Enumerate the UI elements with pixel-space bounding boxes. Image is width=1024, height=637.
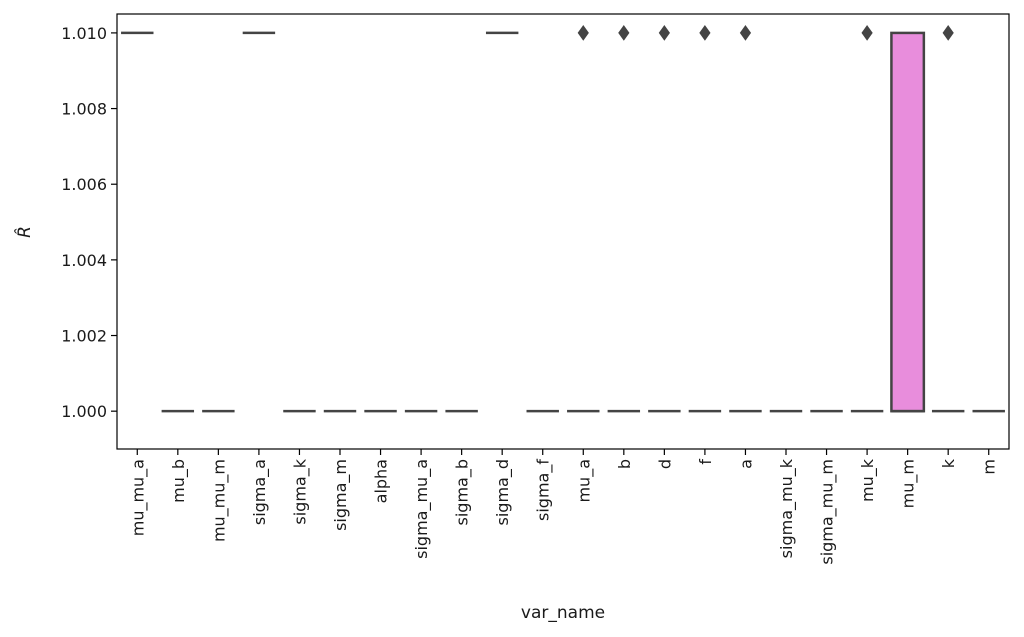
x-tick-label-sigma_m: sigma_m xyxy=(331,459,351,531)
box-b xyxy=(607,25,641,413)
outlier-point xyxy=(861,25,873,41)
outlier-point xyxy=(739,25,752,41)
x-tick-label-mu_mu_m: mu_mu_m xyxy=(209,459,229,542)
box-mu_m xyxy=(890,31,926,413)
box-d xyxy=(648,25,681,413)
y-tick-label: 1.006 xyxy=(61,175,107,194)
x-tick-label-sigma_a: sigma_a xyxy=(250,459,270,525)
x-tick-label-sigma_f: sigma_f xyxy=(534,459,554,521)
plot-marks xyxy=(121,25,1005,413)
x-tick-label-mu_mu_a: mu_mu_a xyxy=(128,459,148,536)
x-tick-label-mu_m: mu_m xyxy=(899,459,919,508)
outlier-point xyxy=(658,25,670,41)
x-tick-label-sigma_mu_k: sigma_mu_k xyxy=(777,458,797,558)
x-axis: mu_mu_a mu_b mu_mu_m sigma_a sigma_k sigma_m a… xyxy=(128,449,999,565)
x-tick-label-sigma_d: sigma_d xyxy=(493,459,513,525)
y-axis: 1.000 1.002 1.004 1.006 1.008 1.010 xyxy=(61,24,117,421)
plot-frame xyxy=(116,13,1010,450)
x-tick-label-k: k xyxy=(939,458,958,468)
x-tick-label-a: a xyxy=(736,459,755,469)
box-body xyxy=(890,31,926,413)
y-axis-label: R̂ xyxy=(14,226,35,238)
box-a xyxy=(729,25,762,413)
y-tick-label: 1.004 xyxy=(61,251,107,270)
x-tick-label-f: f xyxy=(696,459,715,465)
x-tick-label-m: m xyxy=(980,459,999,475)
x-tick-label-mu_k: mu_k xyxy=(858,458,878,502)
x-tick-label-d: d xyxy=(655,459,674,469)
box-mu_a xyxy=(567,25,600,413)
x-tick-label-sigma_k: sigma_k xyxy=(290,458,310,524)
box-mu_k xyxy=(850,25,884,413)
x-tick-label-mu_a: mu_a xyxy=(574,459,594,503)
x-tick-label-alpha: alpha xyxy=(372,459,391,503)
x-tick-label-mu_b: mu_b xyxy=(169,459,189,503)
x-tick-label-sigma_mu_m: sigma_mu_m xyxy=(818,459,838,565)
y-tick-label: 1.010 xyxy=(61,24,107,43)
x-axis-label: var_name xyxy=(521,603,605,623)
outlier-point xyxy=(577,25,589,41)
box-k xyxy=(931,25,965,413)
y-tick-label: 1.008 xyxy=(61,100,107,119)
y-tick-label: 1.002 xyxy=(61,327,107,346)
outlier-point xyxy=(618,25,630,41)
box-f xyxy=(688,25,722,413)
x-tick-label-sigma_b: sigma_b xyxy=(453,459,473,525)
outlier-point xyxy=(942,25,954,41)
y-tick-label: 1.000 xyxy=(61,402,107,421)
x-tick-label-b: b xyxy=(615,459,634,469)
x-tick-label-sigma_mu_a: sigma_mu_a xyxy=(412,459,432,559)
outlier-point xyxy=(699,25,711,41)
